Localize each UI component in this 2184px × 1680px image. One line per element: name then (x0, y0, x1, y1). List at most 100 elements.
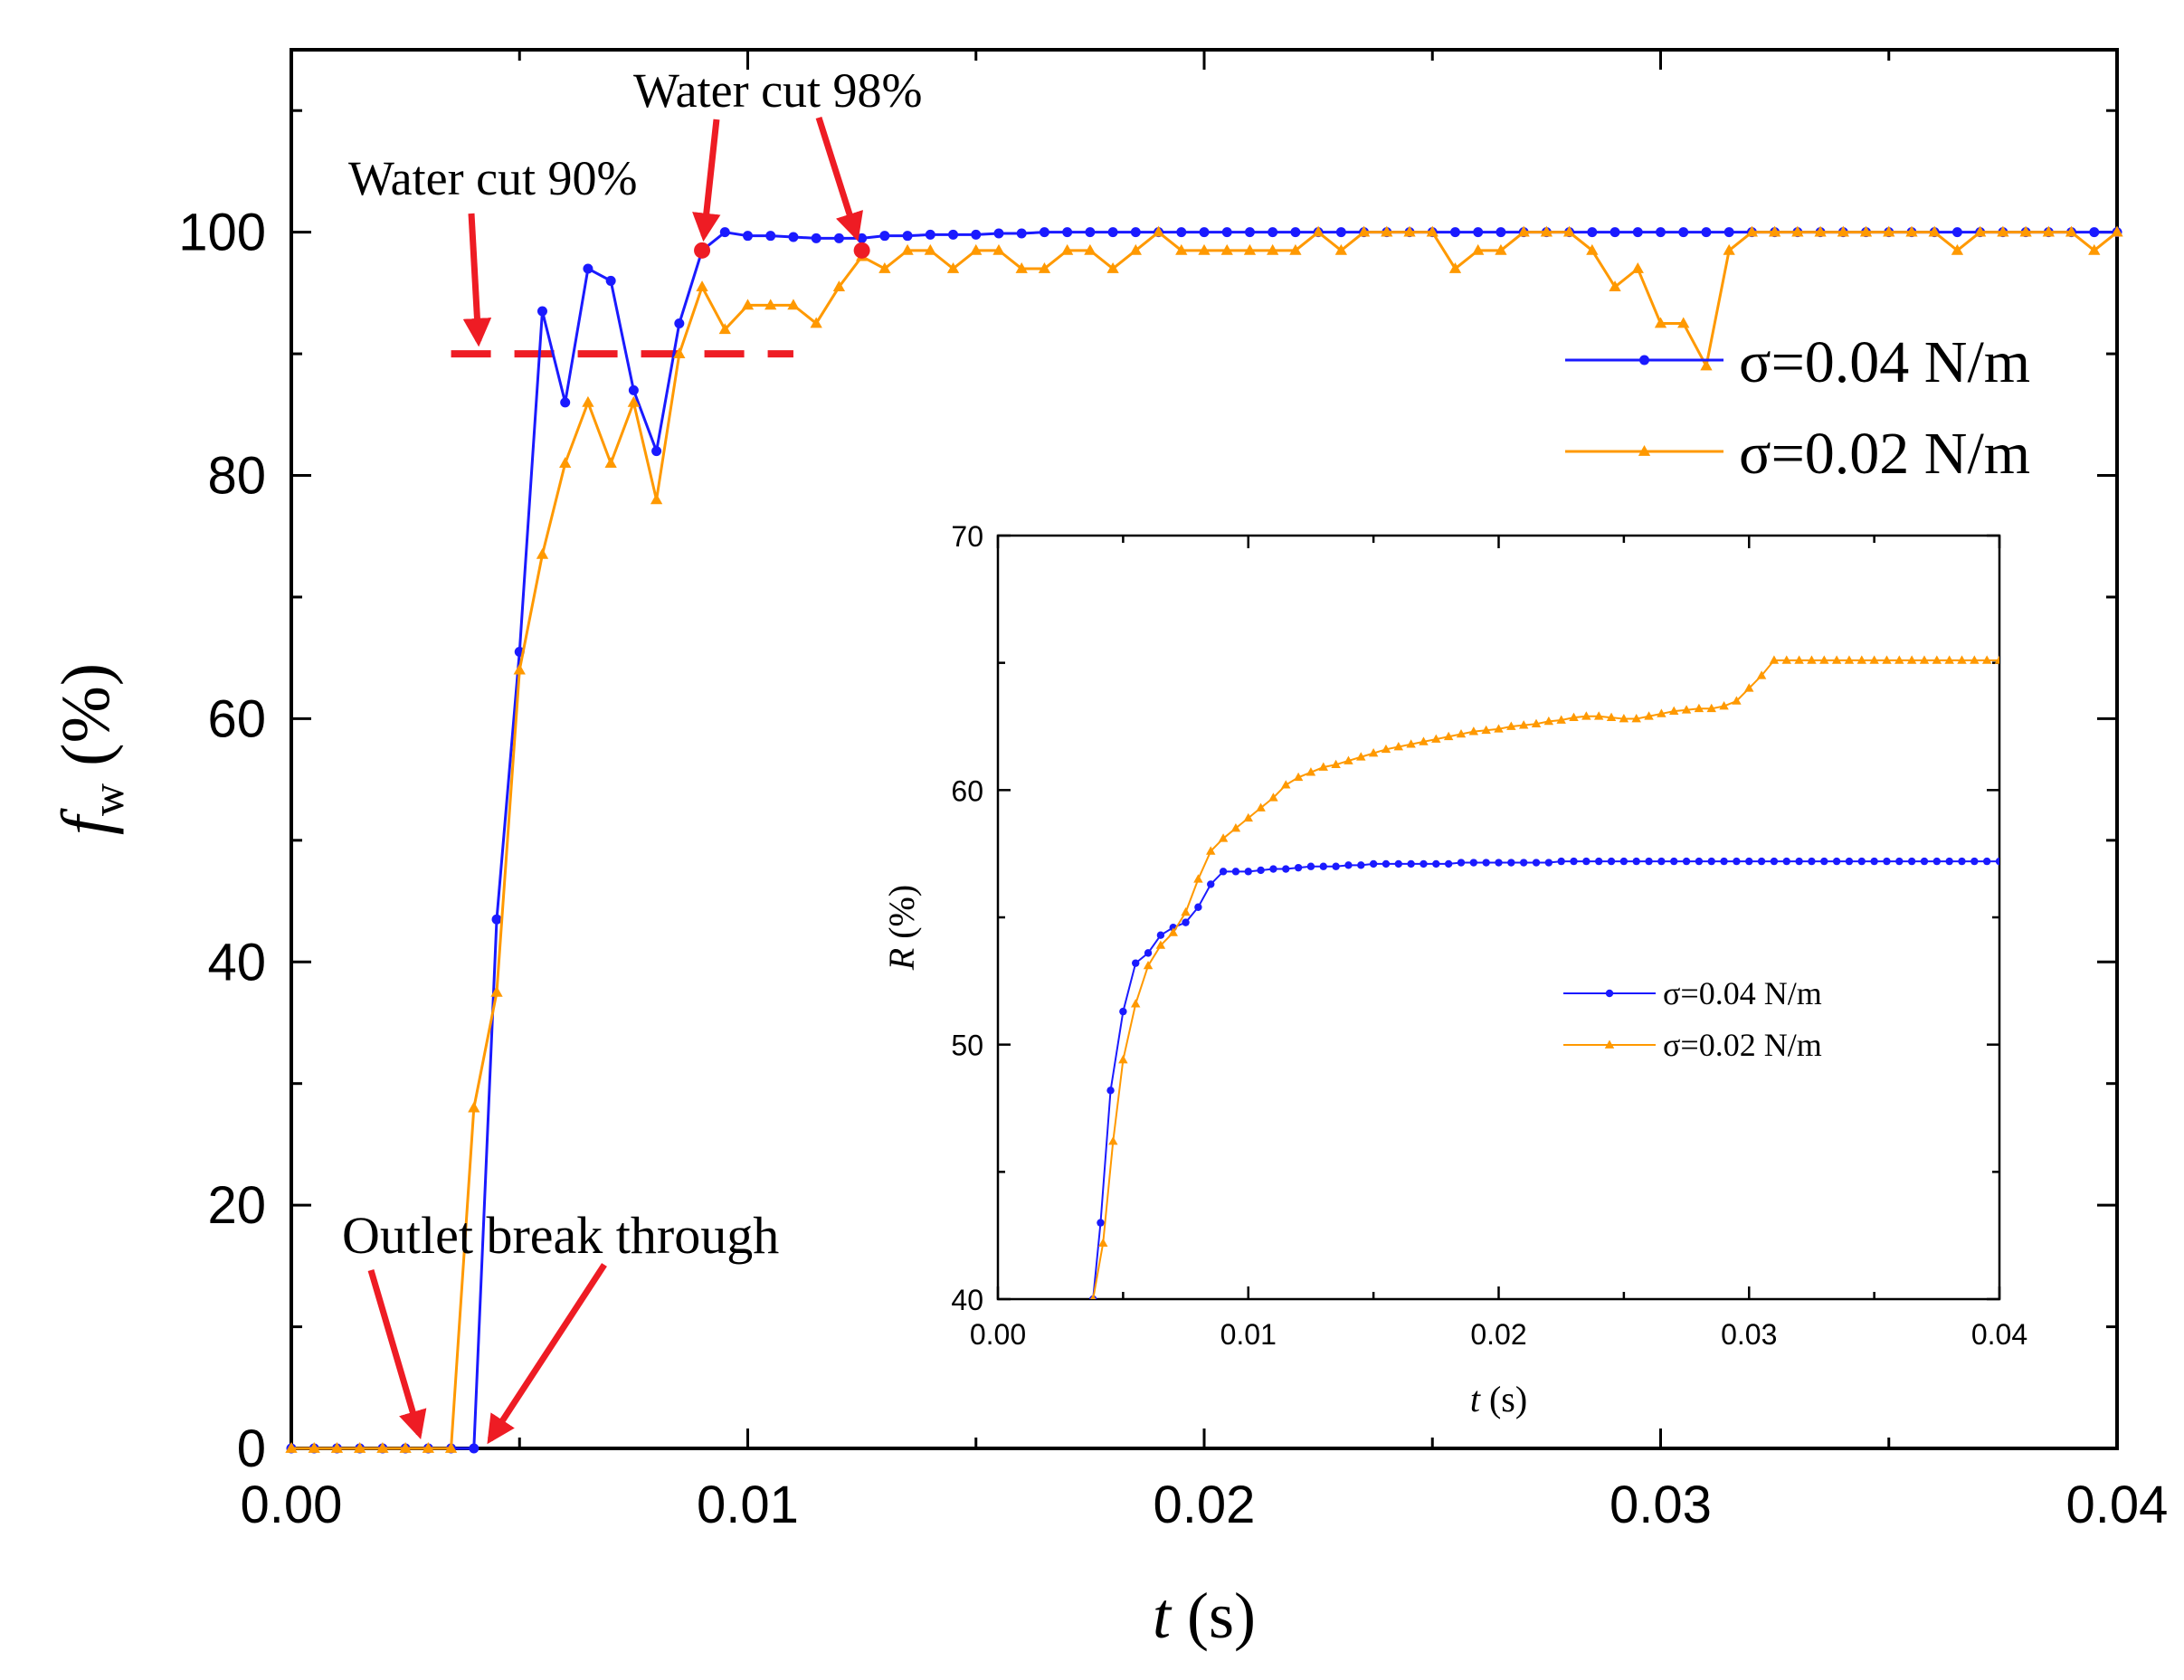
inset-series-1-point (1244, 868, 1252, 876)
inset-legend-marker-2 (1604, 1039, 1615, 1049)
inset-series-2-point (1456, 728, 1467, 738)
inset-series-1-point (1469, 859, 1478, 867)
main-series-2-point (1974, 225, 1987, 237)
inset-x-tick-label: 0.01 (1220, 1318, 1277, 1351)
main-series-2-point (1859, 225, 1873, 237)
inset-series-1-point (1945, 857, 1953, 866)
main-series-2-point (1814, 225, 1827, 237)
inset-series-2-point (1331, 759, 1341, 769)
main-series-2-point (1586, 243, 1599, 255)
inset-series-1-point (1420, 859, 1428, 868)
inset-series-1-point (1306, 862, 1315, 870)
main-y-tick-label: 0 (237, 1419, 266, 1478)
inset-series-1-point (1757, 857, 1766, 866)
main-series-1-point (1176, 227, 1187, 238)
inset-series-2-point (1230, 823, 1241, 832)
inset-y-tick-label: 50 (951, 1030, 983, 1062)
inset-series-2-point (1569, 712, 1579, 722)
inset-series-2-point (1406, 739, 1416, 748)
main-series-2-point (1472, 243, 1485, 255)
main-series-2-point (536, 547, 549, 559)
inset-series-1-point (1482, 859, 1490, 867)
inset-series-1-point (1394, 859, 1403, 868)
main-series-2-point (1700, 359, 1713, 371)
inset-series-2-point (1344, 755, 1353, 764)
inset-series-1-point (1907, 857, 1916, 866)
inset-series-1-point (1695, 857, 1704, 866)
main-series-1-point (651, 446, 662, 457)
main-series-2-point (1837, 225, 1849, 237)
main-series-2-point (1951, 243, 1964, 255)
main-series-2-point (1448, 261, 1462, 273)
main-series-2-point (924, 243, 936, 255)
inset-series-2-point (1356, 752, 1366, 761)
inset-series-1-point (1519, 859, 1528, 867)
main-series-2-point (1061, 243, 1074, 255)
inset-series-1-point (1182, 918, 1190, 926)
inset-series-1-point (1132, 959, 1140, 967)
main-series-2-point (992, 243, 1005, 255)
annotation-water-cut-98: Water cut 98% (633, 63, 923, 118)
main-series-1-point (537, 306, 547, 317)
main-series-1-point (469, 1443, 480, 1454)
inset-series-1-point (1544, 859, 1553, 867)
inset-series-2-point (1744, 683, 1754, 692)
inset-series-2-point (1581, 711, 1591, 720)
inset-y-tick-label: 60 (951, 774, 983, 807)
main-series-2-point (970, 243, 983, 255)
inset-series-2-point (1606, 712, 1617, 722)
inset-x-tick-label: 0.02 (1470, 1318, 1526, 1351)
inset-series-2-point (1193, 874, 1203, 883)
inset-series-2-point (1669, 706, 1679, 715)
inset-series-1-point (1870, 857, 1878, 866)
annotation-outlet-break-through: Outlet break through (342, 1206, 779, 1265)
main-series-2-point (878, 261, 891, 273)
main-series-1-point (879, 231, 890, 242)
main-chart: 0.00 0.01 0.02 0.03 0.04 0 20 40 60 80 100 t (s) fw … (48, 48, 2168, 1652)
main-series-2-point (1198, 243, 1211, 255)
inset-series-2-point (1756, 670, 1767, 679)
inset-series-1-point (1995, 857, 1999, 866)
main-series-2-point (444, 1442, 458, 1453)
inset-series-1-point (1619, 857, 1629, 866)
inset-chart: 0.00 0.01 0.02 0.03 0.04 40 50 60 70 t (s) R (%) σ=… (881, 520, 2027, 1419)
inset-series-2-point (1306, 767, 1316, 776)
inset-series-2-point (1619, 714, 1629, 723)
inset-series-2-point (1631, 714, 1641, 723)
main-series-1-point (1085, 227, 1096, 238)
inset-series-2-point (1944, 655, 1954, 664)
main-series-1-point (1449, 227, 1460, 238)
inset-y-tick-label: 40 (951, 1284, 983, 1316)
main-series-2-point (1403, 225, 1416, 237)
arrow-water-cut-98-b (815, 116, 863, 242)
inset-series-1-point (1832, 857, 1841, 866)
inset-series-1-point (1332, 862, 1340, 870)
inset-series-1-point (1282, 865, 1290, 873)
inset-x-tick-label: 0.03 (1721, 1318, 1777, 1351)
inset-series-2-point (1518, 720, 1529, 729)
inset-series-1-point (1920, 857, 1929, 866)
arrow-outlet-breakthrough-b (487, 1263, 607, 1445)
main-legend-marker-1 (1639, 355, 1649, 365)
inset-series-1-point (1207, 880, 1215, 888)
main-series-2-point (1175, 243, 1188, 255)
main-series-2-point (718, 323, 731, 335)
inset-series-1-point (1495, 859, 1503, 867)
main-legend-label-1: σ=0.04 N/m (1739, 329, 2030, 395)
inset-series-2-point (1981, 655, 1992, 664)
inset-series-1-point (1257, 866, 1265, 875)
inset-series-2-point (1368, 748, 1379, 757)
inset-series-2-point (1794, 655, 1804, 664)
inset-series-2-point (1970, 655, 1980, 664)
inset-series-1-point (1707, 857, 1715, 866)
main-series-1-point (1062, 227, 1073, 238)
main-series-2-point (513, 663, 526, 675)
main-series-1-point (628, 384, 639, 395)
inset-series-2-point (1155, 940, 1166, 949)
inset-series-1-point (1982, 857, 1991, 866)
main-series-1-point (1290, 227, 1301, 238)
annotation-water-cut-90: Water cut 90% (348, 151, 638, 205)
main-series-2-point (2042, 225, 2055, 237)
inset-series-2-point (1831, 655, 1842, 664)
inset-series-1-point (1432, 859, 1440, 868)
